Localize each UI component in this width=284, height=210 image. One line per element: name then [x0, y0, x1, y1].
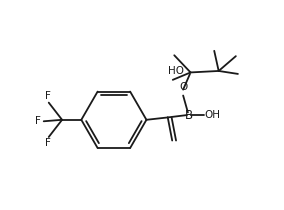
Text: HO: HO [168, 66, 184, 76]
Text: F: F [45, 138, 51, 148]
Text: OH: OH [205, 110, 221, 120]
Text: F: F [45, 91, 51, 101]
Text: B: B [184, 109, 193, 122]
Text: O: O [179, 82, 187, 92]
Text: F: F [35, 116, 41, 126]
